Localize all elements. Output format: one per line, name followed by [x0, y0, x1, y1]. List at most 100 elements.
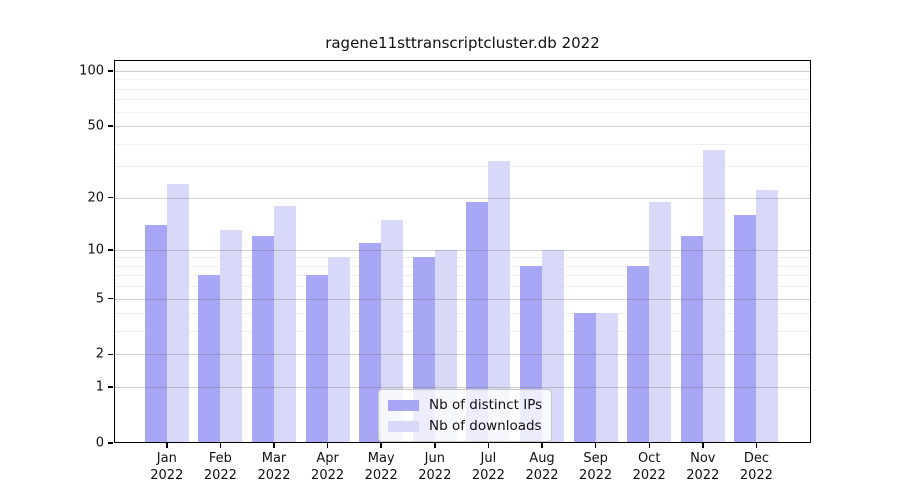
bar-distinct-ips-may	[359, 242, 382, 443]
gridline-minor	[114, 79, 811, 81]
x-tick-label-jan: Jan 2022	[135, 450, 199, 484]
x-tick-label-nov: Nov 2022	[671, 450, 735, 484]
y-axis-tick	[108, 249, 113, 251]
y-tick-label: 2	[95, 346, 104, 362]
gridline-minor	[114, 275, 811, 277]
gridline-minor	[114, 143, 811, 145]
y-tick-label: 0	[95, 435, 104, 451]
x-tick-year: 2022	[150, 468, 184, 483]
y-axis-tick	[108, 297, 113, 300]
bar-distinct-ips-jul	[466, 201, 489, 443]
x-axis-tick	[755, 443, 758, 448]
x-tick-label-may: May 2022	[349, 450, 413, 484]
y-tick-label: 50	[87, 118, 104, 134]
y-axis-tick	[108, 196, 113, 199]
x-tick-label-feb: Feb 2022	[188, 450, 252, 484]
gridline-major	[114, 298, 811, 300]
gridline-minor	[114, 265, 811, 267]
x-tick-year: 2022	[311, 468, 345, 483]
x-tick-label-jul: Jul 2022	[456, 450, 520, 484]
y-tick-label: 100	[79, 63, 104, 79]
legend-swatch-distinct-ips	[388, 399, 419, 411]
gridline-minor	[114, 111, 811, 113]
gridline-major	[114, 387, 811, 389]
bar-distinct-ips-apr	[305, 275, 328, 443]
x-axis-tick	[326, 443, 329, 448]
bar-distinct-ips-jan	[144, 224, 167, 443]
bar-distinct-ips-oct	[627, 265, 650, 443]
x-axis-tick	[219, 443, 222, 448]
y-tick-label: 1	[95, 379, 104, 395]
bar-downloads-jul	[488, 161, 511, 443]
x-tick-year: 2022	[632, 468, 666, 483]
bar-downloads-jan	[166, 183, 189, 443]
gridline-minor	[114, 88, 811, 90]
bar-downloads-may	[381, 219, 404, 443]
x-tick-year: 2022	[203, 468, 237, 483]
x-axis-tick	[434, 443, 436, 448]
bar-downloads-mar	[274, 205, 296, 443]
legend-entry-downloads: Nb of downloads	[388, 418, 542, 434]
y-axis-tick	[108, 125, 113, 127]
legend: Nb of distinct IPs Nb of downloads	[378, 389, 553, 442]
x-axis-tick	[702, 443, 704, 448]
y-tick-label: 20	[87, 190, 104, 206]
x-tick-year: 2022	[471, 468, 505, 483]
gridline-minor	[114, 286, 811, 288]
x-tick-year: 2022	[579, 468, 613, 483]
x-axis-tick	[541, 443, 543, 448]
legend-label-distinct-ips: Nb of distinct IPs	[429, 397, 543, 413]
x-axis-tick	[594, 443, 597, 448]
bar-downloads-sep	[595, 313, 618, 443]
bar-downloads-apr	[327, 257, 350, 443]
gridline-minor	[114, 99, 811, 101]
bar-downloads-nov	[702, 149, 725, 443]
bar-distinct-ips-sep	[573, 313, 596, 443]
gridline-major	[114, 71, 811, 72]
bar-downloads-dec	[756, 190, 779, 443]
x-axis-tick	[166, 443, 168, 448]
x-tick-year: 2022	[739, 468, 773, 483]
legend-swatch-downloads	[388, 420, 419, 432]
y-axis-tick	[108, 70, 113, 72]
x-tick-year: 2022	[525, 468, 559, 483]
gridline-minor	[114, 331, 811, 333]
bar-downloads-oct	[649, 201, 672, 443]
legend-entry-distinct-ips: Nb of distinct IPs	[388, 397, 542, 413]
y-tick-label: 5	[95, 291, 104, 307]
x-tick-label-oct: Oct 2022	[617, 450, 681, 484]
bar-distinct-ips-nov	[680, 236, 703, 443]
plot-area: Nb of distinct IPs Nb of downloads	[114, 60, 811, 443]
legend-label-downloads: Nb of downloads	[429, 418, 542, 434]
y-axis-tick	[108, 442, 113, 444]
x-axis-tick	[380, 443, 382, 448]
x-tick-label-sep: Sep 2022	[564, 450, 628, 484]
x-tick-year: 2022	[418, 468, 452, 483]
y-axis-tick	[108, 353, 113, 356]
x-tick-label-jun: Jun 2022	[403, 450, 467, 484]
gridline-major	[114, 197, 811, 199]
x-tick-label-apr: Apr 2022	[296, 450, 360, 484]
x-tick-year: 2022	[257, 468, 291, 483]
gridline-minor	[114, 257, 811, 259]
x-axis-tick	[487, 443, 490, 448]
x-tick-label-dec: Dec 2022	[724, 450, 788, 484]
bar-distinct-ips-dec	[734, 214, 757, 443]
gridline-major	[114, 249, 811, 251]
chart-title: ragene11sttranscriptcluster.db 2022	[325, 34, 600, 52]
gridline-major	[114, 126, 811, 128]
x-tick-label-mar: Mar 2022	[242, 450, 306, 484]
gridline-minor	[114, 313, 811, 315]
x-tick-label-aug: Aug 2022	[510, 450, 574, 484]
bar-distinct-ips-mar	[252, 236, 274, 443]
y-axis-tick	[108, 386, 113, 388]
bar-distinct-ips-feb	[198, 275, 221, 443]
x-tick-year: 2022	[686, 468, 720, 483]
bar-downloads-feb	[220, 230, 243, 443]
gridline-major	[114, 354, 811, 356]
x-axis-tick	[273, 443, 275, 448]
x-axis-tick	[648, 443, 650, 448]
x-tick-year: 2022	[364, 468, 398, 483]
y-tick-label: 10	[87, 242, 104, 258]
